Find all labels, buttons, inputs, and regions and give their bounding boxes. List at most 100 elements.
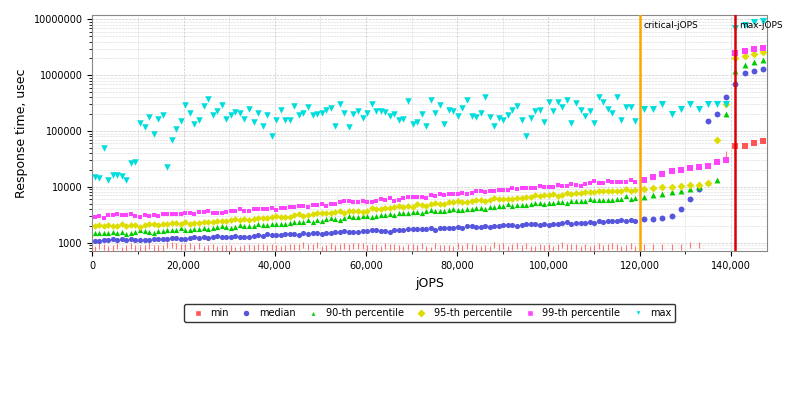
Point — [624, 217, 637, 224]
Point — [547, 191, 560, 197]
Point — [338, 198, 350, 204]
Point — [120, 236, 133, 243]
Point — [342, 244, 355, 250]
Point — [542, 200, 555, 206]
Point — [570, 100, 582, 106]
Point — [465, 223, 478, 230]
Point — [474, 224, 487, 230]
Point — [183, 220, 196, 227]
Point — [756, 49, 769, 55]
Point — [210, 246, 223, 252]
Point — [220, 116, 233, 122]
Point — [702, 180, 714, 187]
Point — [470, 114, 482, 120]
Point — [656, 171, 669, 177]
Point — [338, 210, 350, 216]
Point — [242, 243, 255, 250]
Point — [602, 244, 614, 250]
Point — [606, 196, 618, 203]
Point — [520, 243, 533, 250]
Point — [710, 177, 723, 184]
Point — [397, 246, 410, 252]
Point — [166, 234, 178, 241]
Point — [597, 99, 610, 106]
Point — [134, 120, 146, 126]
Point — [202, 208, 214, 215]
Point — [120, 231, 133, 237]
Point — [379, 243, 392, 249]
Point — [506, 222, 519, 228]
Point — [152, 116, 165, 122]
Point — [102, 246, 114, 252]
Point — [397, 227, 410, 233]
Point — [252, 232, 265, 238]
Point — [274, 205, 287, 212]
Point — [647, 174, 660, 180]
Point — [515, 222, 528, 228]
Point — [129, 213, 142, 219]
Point — [134, 214, 146, 220]
Point — [88, 214, 101, 220]
Point — [420, 226, 433, 232]
Point — [502, 196, 514, 202]
Point — [193, 243, 206, 250]
Point — [225, 224, 238, 231]
Point — [497, 187, 510, 193]
Point — [756, 138, 769, 145]
Point — [624, 196, 637, 202]
Point — [183, 243, 196, 249]
Point — [424, 192, 437, 198]
Point — [434, 200, 446, 207]
Point — [366, 227, 378, 233]
Point — [683, 101, 696, 108]
Point — [547, 108, 560, 115]
Point — [156, 245, 169, 251]
Point — [406, 120, 419, 127]
Point — [320, 202, 333, 209]
Point — [174, 236, 187, 242]
Point — [88, 237, 101, 244]
Point — [93, 174, 106, 181]
Point — [170, 243, 182, 250]
Point — [461, 96, 474, 103]
Point — [93, 229, 106, 236]
Point — [483, 196, 496, 203]
Point — [266, 232, 278, 238]
Point — [283, 220, 296, 226]
Point — [170, 234, 182, 241]
Point — [420, 208, 433, 214]
Point — [506, 196, 519, 202]
Point — [702, 118, 714, 124]
Point — [356, 198, 369, 204]
Point — [434, 102, 446, 108]
Point — [424, 225, 437, 232]
Point — [397, 210, 410, 216]
Point — [293, 219, 306, 225]
Point — [710, 111, 723, 118]
Point — [274, 246, 287, 252]
Point — [234, 206, 246, 212]
Point — [234, 110, 246, 116]
Point — [542, 221, 555, 228]
Point — [152, 222, 165, 228]
Point — [288, 219, 301, 226]
Point — [424, 207, 437, 214]
Point — [238, 115, 251, 122]
Point — [493, 244, 506, 250]
Point — [324, 210, 337, 216]
Point — [347, 199, 360, 205]
Point — [565, 120, 578, 126]
Point — [520, 184, 533, 191]
Point — [98, 145, 110, 151]
Point — [142, 114, 155, 120]
Point — [478, 206, 491, 212]
Point — [152, 245, 165, 251]
Point — [274, 232, 287, 238]
Point — [461, 222, 474, 229]
Point — [320, 230, 333, 236]
Point — [619, 218, 632, 224]
Point — [366, 213, 378, 220]
Point — [565, 220, 578, 227]
Point — [619, 193, 632, 200]
Point — [342, 207, 355, 214]
